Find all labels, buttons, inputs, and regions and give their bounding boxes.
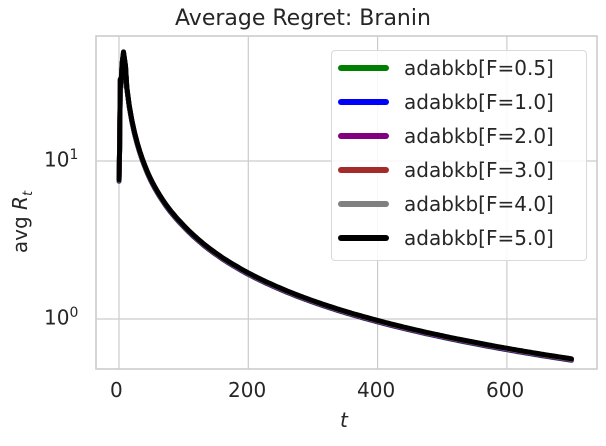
y-axis-label: avg Rt	[8, 172, 36, 272]
legend-swatch-gray	[338, 201, 389, 207]
x-tick-400: 400	[357, 378, 396, 402]
y-axis-label-symbol: R	[8, 196, 32, 210]
legend-swatch-black	[338, 235, 389, 241]
y-tick-10-1: 101	[44, 147, 78, 172]
y-axis-label-text: avg	[8, 209, 32, 254]
series-lines	[116, 49, 574, 363]
legend-label: adabkb[F=0.5]	[404, 56, 554, 80]
legend-label: adabkb[F=3.0]	[404, 158, 554, 182]
legend-swatch-green	[338, 65, 389, 71]
legend-label: adabkb[F=4.0]	[404, 192, 554, 216]
legend-swatch-purple	[338, 133, 389, 139]
x-tick-0: 0	[110, 378, 123, 402]
legend-label: adabkb[F=2.0]	[404, 124, 554, 148]
y-tick-10-0: 100	[44, 305, 78, 330]
legend-swatch-blue	[338, 99, 389, 105]
legend: adabkb[F=0.5] adabkb[F=1.0] adabkb[F=2.0…	[331, 50, 587, 261]
legend-swatch-brown	[338, 167, 389, 173]
x-axis-label: t	[340, 408, 348, 432]
legend-label: adabkb[F=1.0]	[404, 90, 554, 114]
x-tick-200: 200	[228, 378, 267, 402]
y-axis-label-subscript: t	[21, 190, 36, 197]
x-tick-600: 600	[486, 378, 525, 402]
y-tick-base: 10	[44, 305, 70, 330]
legend-label: adabkb[F=5.0]	[404, 226, 554, 250]
y-tick-base: 10	[44, 147, 70, 172]
chart-title: Average Regret: Branin	[175, 6, 431, 31]
y-tick-exponent: 0	[69, 305, 79, 321]
y-tick-exponent: 1	[69, 147, 79, 163]
series-line-5	[116, 49, 574, 362]
